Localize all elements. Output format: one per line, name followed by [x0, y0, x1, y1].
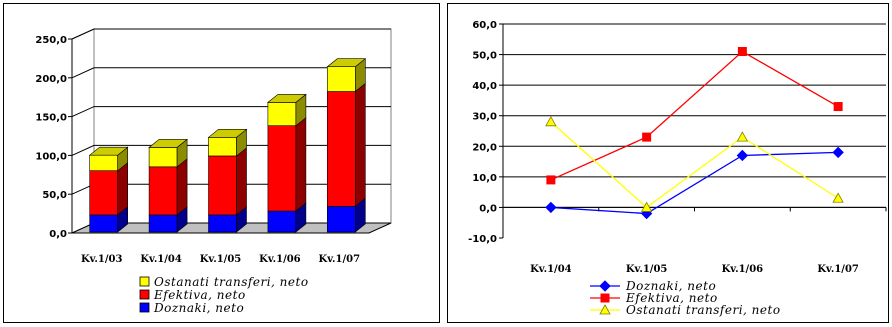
- data-point: [737, 47, 747, 57]
- y-tick-label: 20,0: [472, 142, 497, 153]
- legend-swatch: [139, 302, 150, 313]
- legend-label: Ostanati transferi, neto: [626, 303, 781, 317]
- bar-segment-front: [89, 154, 118, 171]
- series-line: [550, 151, 839, 215]
- bar-segment-front: [89, 214, 118, 233]
- y-tick-label: 10,0: [472, 173, 497, 184]
- line-chart: 60,0 50,0 40,0 30,0 20,0 10,0 0,0 -10,0 Kv.1/04 K…: [468, 20, 887, 317]
- data-point: [736, 131, 749, 142]
- bar-segment-front: [326, 206, 356, 233]
- legend-label: Ostanati transferi, neto: [154, 275, 309, 289]
- bar-segment-top: [207, 129, 248, 138]
- data-point: [546, 175, 556, 185]
- data-point: [642, 132, 652, 142]
- y-tick-label: 40,0: [472, 81, 497, 92]
- data-point: [545, 116, 557, 127]
- legend-label: Efektiva, neto: [153, 288, 246, 302]
- bar-segment-top: [88, 146, 129, 156]
- bar-segment-front: [208, 137, 237, 157]
- x-tick-label: Kv.1/05: [200, 254, 242, 265]
- x-tick-label: Kv.1/06: [259, 254, 301, 265]
- data-point: [833, 102, 843, 112]
- stacked-bar-chart-panel: 250,0 200,0 150,0 100,0 50,0 0,0 Kv.1/03 Kv.1/0…: [3, 3, 440, 323]
- x-tick-label: Kv.1/06: [722, 264, 764, 275]
- bar-segment-side: [117, 162, 128, 216]
- x-tick-label: Kv.1/03: [81, 254, 123, 265]
- y-tick-label: 0,0: [479, 203, 497, 214]
- x-tick-label: Kv.1/04: [140, 254, 182, 265]
- legend-label: Efektiva, neto: [625, 291, 718, 305]
- series-line: [550, 121, 839, 209]
- data-point: [640, 201, 653, 212]
- bar-segment-top: [267, 94, 307, 103]
- bar-segment-top: [148, 139, 188, 148]
- bar-segment-front: [267, 210, 297, 233]
- bar-segment-front: [267, 102, 297, 126]
- bar-segment-front: [148, 166, 178, 216]
- bar-segment-side: [354, 82, 366, 208]
- bar-segment-front: [148, 214, 178, 233]
- x-tick-label: Kv.1/07: [817, 264, 859, 275]
- legend-marker: [600, 293, 610, 303]
- x-tick-label: Kv.1/07: [319, 254, 361, 265]
- bar-segment-side: [295, 117, 307, 212]
- legend-swatch: [139, 289, 150, 300]
- data-point: [736, 149, 749, 162]
- legend-label: Doznaki, neto: [625, 279, 716, 293]
- legend-marker: [599, 304, 611, 315]
- y-tick-label: 50,0: [42, 190, 67, 201]
- y-tick-label: 250,0: [35, 35, 67, 46]
- y-tick-label: 60,0: [472, 20, 497, 31]
- bar-segment-front: [208, 155, 237, 216]
- data-point: [545, 201, 557, 214]
- series-line: [550, 50, 839, 181]
- x-tick-label: Kv.1/05: [626, 264, 668, 275]
- y-tick-label: 150,0: [35, 113, 67, 124]
- y-tick-label: 200,0: [35, 74, 67, 85]
- bar-segment-front: [148, 147, 178, 168]
- legend-label: Doznaki, neto: [153, 301, 244, 315]
- bar-segment-front: [326, 66, 356, 92]
- x-tick-label: Kv.1/04: [530, 264, 572, 275]
- y-tick-label: 30,0: [472, 112, 497, 123]
- bar-segment-side: [176, 158, 188, 216]
- line-chart-panel: 60,0 50,0 40,0 30,0 20,0 10,0 0,0 -10,0 Kv.1/04 K…: [447, 3, 889, 323]
- legend-marker: [599, 280, 611, 292]
- y-tick-label: -10,0: [468, 234, 497, 245]
- data-point: [832, 146, 844, 159]
- bar-segment-side: [236, 147, 247, 216]
- bar-segment-front: [89, 170, 118, 216]
- bar-segment-front: [267, 125, 297, 212]
- legend-swatch: [139, 276, 150, 287]
- stacked-bar-chart: 250,0 200,0 150,0 100,0 50,0 0,0 Kv.1/03 Kv.1/0…: [35, 28, 392, 315]
- bar-segment-top: [326, 58, 367, 68]
- gridline: [71, 67, 391, 79]
- y-tick-label: 0,0: [49, 229, 67, 240]
- bar-segment-front: [208, 214, 237, 233]
- gridline: [71, 28, 391, 40]
- y-tick-label: 50,0: [472, 51, 497, 62]
- bar-segment-front: [326, 91, 356, 207]
- y-tick-label: 100,0: [35, 151, 67, 162]
- data-point: [832, 192, 844, 203]
